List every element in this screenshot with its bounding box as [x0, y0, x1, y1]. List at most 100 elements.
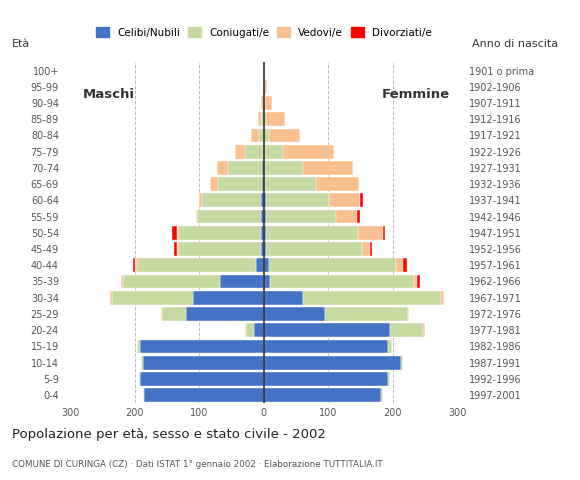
Bar: [258, 112, 262, 126]
Text: Età: Età: [12, 39, 30, 49]
Bar: [357, 210, 360, 224]
Bar: [139, 372, 140, 386]
Bar: [264, 291, 303, 305]
Bar: [173, 242, 177, 256]
Bar: [264, 323, 390, 337]
Bar: [264, 258, 269, 272]
Legend: Celibi/Nubili, Coniugati/e, Vedovi/e, Divorziati/e: Celibi/Nubili, Coniugati/e, Vedovi/e, Di…: [92, 24, 436, 42]
Bar: [264, 96, 265, 110]
Bar: [266, 112, 285, 126]
Bar: [137, 339, 140, 353]
Bar: [193, 291, 264, 305]
Bar: [218, 177, 262, 191]
Bar: [264, 275, 270, 288]
Bar: [401, 356, 403, 370]
Bar: [264, 226, 266, 240]
Bar: [259, 129, 264, 143]
Bar: [262, 161, 264, 175]
Bar: [266, 242, 362, 256]
Bar: [417, 275, 420, 288]
Bar: [390, 323, 423, 337]
Bar: [266, 226, 358, 240]
Bar: [382, 388, 383, 402]
Bar: [325, 307, 408, 321]
Bar: [264, 145, 265, 158]
Bar: [264, 388, 382, 402]
Text: Anno di nascita: Anno di nascita: [472, 39, 558, 49]
Bar: [260, 226, 264, 240]
Bar: [441, 291, 444, 305]
Bar: [264, 339, 389, 353]
Bar: [264, 210, 266, 224]
Bar: [133, 258, 136, 272]
Bar: [264, 112, 266, 126]
Bar: [269, 129, 300, 143]
Bar: [303, 291, 441, 305]
Bar: [220, 275, 264, 288]
Bar: [408, 307, 409, 321]
Bar: [336, 210, 357, 224]
Bar: [136, 258, 137, 272]
Bar: [362, 242, 370, 256]
Bar: [172, 226, 177, 240]
Bar: [264, 193, 266, 207]
Bar: [265, 145, 283, 158]
Bar: [264, 307, 325, 321]
Bar: [316, 177, 360, 191]
Bar: [263, 145, 264, 158]
Bar: [423, 323, 425, 337]
Bar: [251, 129, 259, 143]
Bar: [260, 242, 264, 256]
Bar: [110, 291, 112, 305]
Text: Maschi: Maschi: [83, 88, 135, 101]
Bar: [137, 258, 256, 272]
Bar: [162, 307, 186, 321]
Bar: [262, 112, 264, 126]
Bar: [266, 193, 329, 207]
Bar: [329, 193, 360, 207]
Bar: [112, 291, 193, 305]
Bar: [264, 177, 265, 191]
Bar: [389, 372, 390, 386]
Bar: [178, 242, 260, 256]
Bar: [142, 356, 143, 370]
Bar: [303, 161, 353, 175]
Bar: [254, 323, 264, 337]
Bar: [178, 226, 260, 240]
Text: Femmine: Femmine: [382, 88, 450, 101]
Bar: [264, 242, 266, 256]
Bar: [264, 161, 265, 175]
Bar: [202, 193, 262, 207]
Bar: [217, 161, 229, 175]
Bar: [260, 210, 264, 224]
Bar: [360, 193, 363, 207]
Bar: [177, 242, 178, 256]
Bar: [186, 307, 264, 321]
Bar: [264, 372, 389, 386]
Bar: [370, 242, 372, 256]
Bar: [140, 339, 264, 353]
Bar: [121, 275, 123, 288]
Bar: [270, 275, 414, 288]
Bar: [245, 323, 246, 337]
Bar: [211, 177, 218, 191]
Bar: [264, 80, 267, 94]
Bar: [235, 145, 245, 158]
Bar: [264, 129, 269, 143]
Bar: [144, 388, 264, 402]
Bar: [265, 96, 271, 110]
Bar: [199, 193, 202, 207]
Text: Popolazione per età, sesso e stato civile - 2002: Popolazione per età, sesso e stato civil…: [12, 428, 325, 441]
Bar: [269, 258, 396, 272]
Bar: [262, 96, 264, 110]
Bar: [265, 161, 303, 175]
Bar: [414, 275, 417, 288]
Bar: [246, 323, 254, 337]
Bar: [389, 339, 392, 353]
Bar: [245, 145, 263, 158]
Bar: [262, 177, 264, 191]
Bar: [396, 258, 403, 272]
Bar: [358, 226, 383, 240]
Bar: [123, 275, 220, 288]
Bar: [140, 372, 264, 386]
